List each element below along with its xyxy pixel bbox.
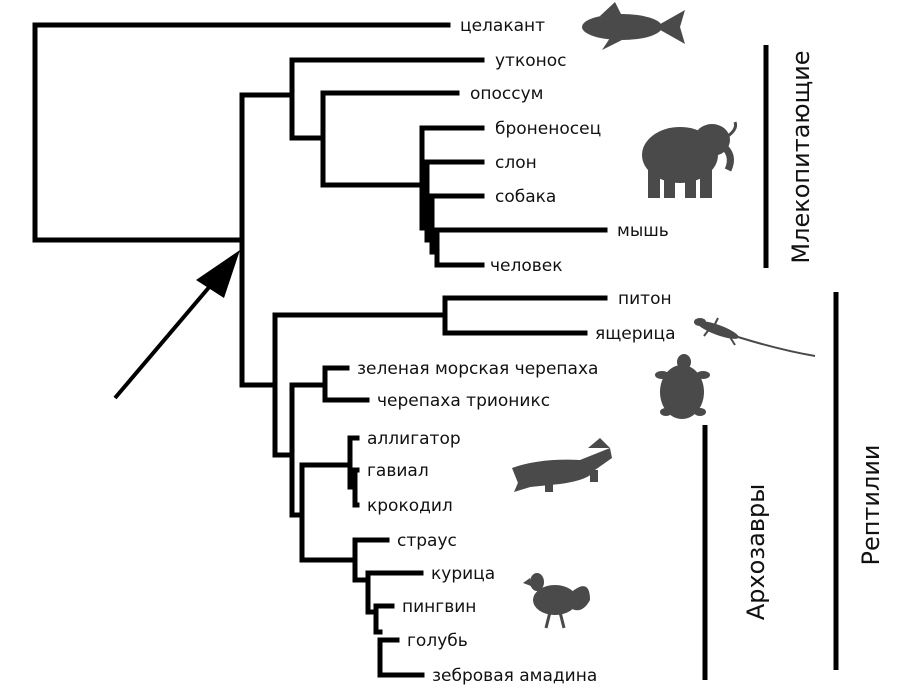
taxon-green-turtle: зеленая морская черепаха (357, 359, 598, 379)
reptiles-label: Рептилии (857, 444, 885, 565)
mammal-branches (239, 57, 608, 268)
taxon-softshell-turtle: черепаха трионикс (377, 391, 550, 411)
turtle-icon (655, 354, 710, 419)
archosaurs-label: Архозавры (742, 484, 770, 620)
lizard-icon (694, 317, 816, 357)
mammals-label: Млекопитающие (787, 50, 815, 263)
taxon-penguin: пингвин (402, 597, 476, 617)
elephant-icon (642, 121, 737, 198)
taxon-human: человек (490, 256, 563, 276)
taxon-zebra-finch: зебровая амадина (432, 666, 597, 686)
taxon-opossum: опоссум (470, 84, 544, 104)
coelacanth-icon (582, 2, 685, 50)
taxon-chicken: курица (431, 564, 495, 584)
taxon-python: питон (618, 289, 672, 309)
crocodile-icon (512, 438, 612, 492)
reptile-branches (239, 295, 608, 678)
taxon-lizard: ящерица (595, 324, 676, 344)
rooster-icon (523, 573, 590, 629)
root-branch (32, 22, 451, 243)
taxon-platypus: утконос (495, 51, 567, 71)
taxon-ostrich: страус (397, 531, 457, 551)
taxon-pigeon: голубь (407, 631, 468, 651)
arrow-icon (113, 250, 240, 400)
taxon-armadillo: броненосец (495, 119, 601, 139)
taxon-elephant: слон (495, 153, 537, 173)
taxon-coelacanth: целакант (460, 16, 545, 36)
taxon-dog: собака (495, 187, 556, 207)
taxon-alligator: аллигатор (367, 429, 461, 449)
taxon-gavial: гавиал (367, 461, 429, 481)
taxon-mouse: мышь (617, 221, 669, 241)
taxon-crocodile: крокодил (367, 496, 453, 516)
